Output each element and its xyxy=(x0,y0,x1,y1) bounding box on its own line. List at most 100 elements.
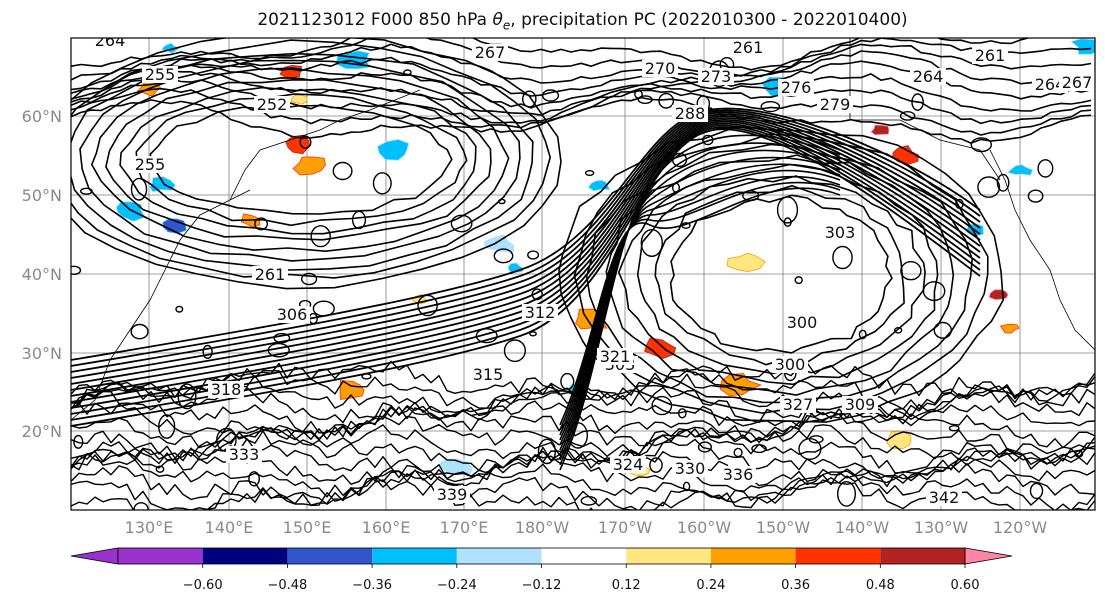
lon-label: 140°W xyxy=(835,518,890,537)
contour-label: 330 xyxy=(675,459,706,478)
colorbar-tick-label: 0.36 xyxy=(781,578,810,593)
contour-cell xyxy=(649,457,663,473)
contour-cell xyxy=(751,444,767,454)
contour-cell xyxy=(658,92,675,109)
contour-label-bg xyxy=(132,156,168,173)
longitude-labels: 130°E 140°E 150°E 160°E 170°E 180°W 170°W 160°W… xyxy=(125,518,1048,537)
contour-line xyxy=(71,400,1095,440)
precip-blob xyxy=(644,337,677,359)
colorbar-ticks: −0.60 −0.48 −0.36 −0.24 −0.12 0.12 0.24 0.36 0.4… xyxy=(183,564,980,593)
contour-line xyxy=(119,86,477,235)
contour-cell xyxy=(417,294,438,317)
lon-label: 140°E xyxy=(205,518,254,537)
contour-cell xyxy=(858,329,867,340)
contour-line xyxy=(559,142,841,461)
contour-label: 309 xyxy=(845,395,876,414)
contour-line xyxy=(585,143,973,404)
contour-cell xyxy=(832,245,853,270)
colorbar-tick-label: −0.24 xyxy=(437,578,477,593)
contour-label: 288 xyxy=(675,104,706,123)
contour-label-bg xyxy=(1059,74,1095,91)
contour-label: 276 xyxy=(781,78,812,97)
contour-cell xyxy=(677,408,687,419)
contour-label-bg xyxy=(698,68,734,85)
theta-e-contours xyxy=(71,38,1095,510)
colorbar-segment xyxy=(456,548,542,564)
contour-cell xyxy=(955,198,964,210)
colorbar-tick-label: 0.48 xyxy=(866,578,895,593)
contour-line xyxy=(71,109,981,367)
contour-cell xyxy=(1074,450,1084,458)
contour-label-bg xyxy=(522,304,558,321)
precip-blob xyxy=(726,252,766,273)
contour-cell xyxy=(273,332,291,344)
contour-label-bg xyxy=(142,66,178,83)
contour-cell xyxy=(794,276,803,285)
contour-label: 255 xyxy=(135,155,166,174)
contour-label-bg xyxy=(226,446,262,463)
contour-cell xyxy=(697,441,713,453)
contour-label: 315 xyxy=(473,365,504,384)
contour-line xyxy=(71,115,981,385)
contour-line xyxy=(559,181,841,431)
contour-cell xyxy=(1027,189,1044,203)
contour-cell xyxy=(933,321,952,339)
colorbar-segment xyxy=(626,548,711,564)
contour-cell xyxy=(776,196,799,224)
contour-cell xyxy=(672,182,681,193)
contour-line xyxy=(71,128,981,427)
contour-cell xyxy=(1029,482,1044,500)
contour-cell xyxy=(783,217,792,227)
title-subscript: e xyxy=(502,18,511,33)
contour-line xyxy=(71,390,1095,434)
contour-cell xyxy=(522,90,537,108)
lon-label: 130°E xyxy=(125,518,174,537)
contour-cell xyxy=(899,111,916,121)
colorbar-tick-label: −0.60 xyxy=(183,578,223,593)
contour-label: 342 xyxy=(929,488,960,507)
lat-label: 30°N xyxy=(22,344,62,363)
contour-line xyxy=(105,79,492,241)
contour-label: 267 xyxy=(475,43,506,62)
contour-label: 261 xyxy=(255,265,286,284)
contour-line xyxy=(79,59,521,262)
lon-label: 120°W xyxy=(993,518,1048,537)
contour-cell xyxy=(310,225,331,248)
contour-line xyxy=(559,149,841,456)
contour-label-bg xyxy=(208,381,244,398)
contour-label-bg xyxy=(472,44,508,61)
coastline xyxy=(229,89,421,201)
precip-blob xyxy=(339,379,365,400)
contour-label-bg xyxy=(817,96,853,113)
contour-cell xyxy=(702,134,714,146)
contour-line xyxy=(71,50,1092,97)
contour-cell xyxy=(403,69,412,76)
colorbar-tick-label: 0.60 xyxy=(951,578,980,593)
contour-label-bg xyxy=(470,366,506,383)
contour-cell xyxy=(372,172,392,195)
contour-line xyxy=(669,194,893,354)
contour-line xyxy=(71,78,1092,125)
precip-blob xyxy=(999,323,1020,334)
contour-cell xyxy=(267,342,290,358)
contour-cell xyxy=(911,93,924,111)
contour-cell xyxy=(681,222,691,229)
contour-cell xyxy=(742,190,760,202)
colorbar-tick-label: 0.24 xyxy=(696,578,725,593)
contour-line xyxy=(559,163,841,446)
contour-cell xyxy=(634,89,643,99)
contour-label-bg xyxy=(610,456,646,473)
contour-label-bg xyxy=(972,47,1008,64)
colorbar-tick-label: 0.12 xyxy=(612,578,641,593)
contour-label-bg xyxy=(720,466,756,483)
contour-label-bg xyxy=(274,306,310,323)
title-symbol: θ xyxy=(492,10,503,30)
precip-blob xyxy=(160,42,181,54)
contour-label: 279 xyxy=(820,95,851,114)
coastline xyxy=(71,189,251,421)
contour-cell xyxy=(133,502,149,510)
contour-cell xyxy=(682,481,691,492)
contour-line xyxy=(71,124,981,415)
